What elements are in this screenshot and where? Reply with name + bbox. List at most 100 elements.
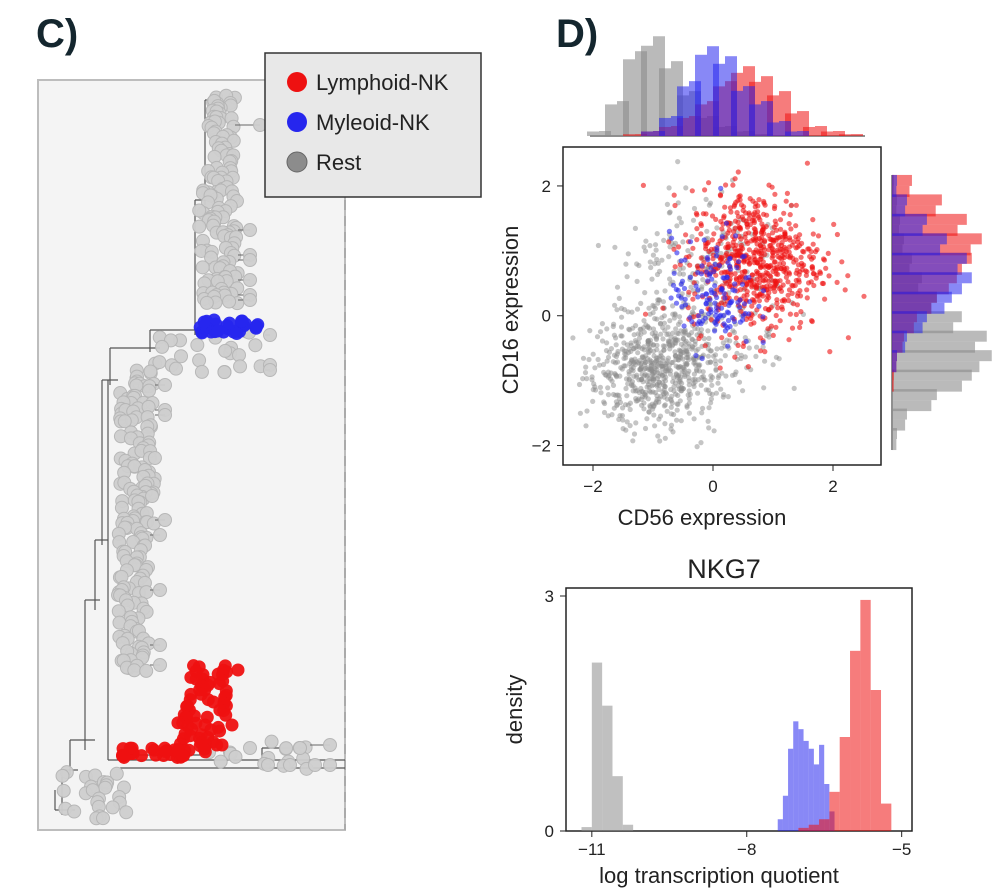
marginal-right-bar bbox=[892, 322, 923, 334]
marginal-right-bar bbox=[892, 350, 992, 362]
marginal-right-bar bbox=[892, 389, 937, 401]
scatter-point-myleoid-nk bbox=[695, 287, 701, 293]
scatter-point-lymphoid-nk bbox=[717, 193, 724, 199]
scatter-point-lymphoid-nk bbox=[719, 335, 725, 341]
scatter-point-rest bbox=[610, 382, 617, 388]
scatter-point-rest bbox=[656, 416, 662, 422]
scatter-point-rest bbox=[618, 324, 625, 330]
scatter-point-rest bbox=[612, 244, 618, 250]
scatter-point-lymphoid-nk bbox=[797, 293, 804, 299]
tree-leaf-rest bbox=[67, 804, 82, 819]
scatter-point-lymphoid-nk bbox=[770, 332, 776, 338]
scatter-point-lymphoid-nk bbox=[747, 256, 753, 263]
scatter-point-lymphoid-nk bbox=[770, 268, 776, 274]
scatter-point-rest bbox=[680, 271, 687, 277]
scatter-point-rest bbox=[602, 372, 608, 378]
scatter-point-rest bbox=[586, 356, 592, 363]
scatter-point-lymphoid-nk bbox=[817, 270, 824, 276]
marginal-right-bar bbox=[892, 380, 962, 392]
scatter-point-myleoid-nk bbox=[689, 319, 695, 325]
scatter-point-rest bbox=[662, 435, 668, 441]
scatter-point-rest bbox=[712, 352, 719, 358]
scatter-point-rest bbox=[677, 348, 683, 354]
scatter-point-rest bbox=[723, 373, 729, 379]
tree-leaf-rest bbox=[283, 758, 297, 772]
scatter-point-rest bbox=[627, 406, 633, 413]
scatter-point-myleoid-nk bbox=[714, 317, 720, 323]
scatter-point-lymphoid-nk bbox=[839, 259, 845, 265]
scatter-point-lymphoid-nk bbox=[783, 274, 790, 280]
scatter-point-lymphoid-nk bbox=[773, 227, 780, 233]
marginal-right-bar bbox=[892, 341, 906, 353]
scatter-point-rest bbox=[613, 372, 619, 378]
scatter-point-lymphoid-nk bbox=[698, 333, 704, 339]
y-axis-label: CD16 expression bbox=[498, 226, 523, 395]
scatter-point-lymphoid-nk bbox=[660, 305, 666, 311]
scatter-point-rest bbox=[686, 396, 692, 402]
scatter-point-lymphoid-nk bbox=[758, 265, 764, 271]
tree-leaf-lymphoid bbox=[231, 663, 245, 677]
marginal-right-bar bbox=[892, 330, 907, 342]
scatter-point-rest bbox=[673, 326, 679, 332]
tree-leaf-rest bbox=[323, 758, 337, 772]
scatter-point-rest bbox=[718, 386, 724, 392]
scatter-point-myleoid-nk bbox=[712, 300, 718, 306]
scatter-point-lymphoid-nk bbox=[820, 280, 827, 287]
scatter-point-lymphoid-nk bbox=[754, 268, 760, 274]
scatter-point-lymphoid-nk bbox=[738, 202, 745, 208]
scatter-point-lymphoid-nk bbox=[787, 311, 794, 317]
scatter-point-rest bbox=[601, 409, 608, 416]
scatter-point-myleoid-nk bbox=[682, 257, 688, 263]
scatter-point-rest bbox=[668, 422, 675, 428]
tree-leaf-rest bbox=[323, 738, 337, 752]
hist-bar-lymphoid-nk bbox=[870, 690, 882, 831]
marginal-right bbox=[891, 174, 992, 451]
scatter-point-myleoid-nk bbox=[713, 253, 720, 259]
marginal-right-bar bbox=[892, 369, 894, 381]
scatter-point-lymphoid-nk bbox=[807, 254, 813, 260]
scatter-point-rest bbox=[654, 231, 660, 237]
scatter-point-myleoid-nk bbox=[760, 314, 766, 320]
hist-bar-myleoid-nk bbox=[813, 764, 820, 831]
scatter-point-lymphoid-nk bbox=[751, 218, 757, 224]
scatter-point-lymphoid-nk bbox=[672, 202, 678, 209]
tree-leaf-rest bbox=[264, 734, 279, 749]
scatter-point-rest bbox=[630, 383, 636, 389]
scatter-point-rest bbox=[576, 381, 583, 388]
marginal-right-bar bbox=[892, 194, 942, 206]
scatter-point-rest bbox=[604, 340, 610, 346]
scatter-point-myleoid-nk bbox=[725, 317, 732, 324]
scatter-point-rest bbox=[671, 388, 677, 394]
scatter-point-rest bbox=[634, 306, 641, 312]
scatter-point-lymphoid-nk bbox=[777, 217, 784, 223]
scatter-point-lymphoid-nk bbox=[693, 210, 700, 216]
scatter-point-lymphoid-nk bbox=[735, 219, 741, 225]
scatter-point-rest bbox=[662, 402, 668, 408]
scatter-point-myleoid-nk bbox=[721, 313, 727, 319]
scatter-point-rest bbox=[662, 421, 668, 427]
tree-leaf-lymphoid bbox=[215, 738, 229, 752]
scatter-point-rest bbox=[665, 324, 671, 330]
scatter-point-rest bbox=[706, 425, 712, 431]
scatter-point-lymphoid-nk bbox=[727, 282, 734, 288]
scatter-point-rest bbox=[627, 423, 633, 429]
scatter-point-rest bbox=[639, 371, 645, 377]
scatter-point-lymphoid-nk bbox=[642, 311, 649, 317]
tree-leaf-rest bbox=[228, 749, 243, 764]
scatter-point-rest bbox=[700, 405, 706, 411]
scatter-point-rest bbox=[709, 382, 715, 388]
scatter-point-lymphoid-nk bbox=[805, 246, 811, 252]
scatter-point-rest bbox=[647, 259, 653, 265]
scatter-point-rest bbox=[660, 299, 667, 305]
tree-leaf-rest bbox=[55, 768, 70, 783]
scatter-point-lymphoid-nk bbox=[798, 319, 804, 326]
scatter-point-rest bbox=[691, 416, 697, 422]
scatter-point-rest bbox=[590, 387, 596, 393]
tree-leaf-lymphoid bbox=[123, 741, 137, 755]
scatter-point-myleoid-nk bbox=[739, 281, 746, 287]
scatter-point-rest bbox=[583, 364, 589, 370]
scatter-point-rest bbox=[653, 358, 659, 364]
scatter-point-myleoid-nk bbox=[760, 339, 766, 346]
marginal-right-bar bbox=[892, 263, 958, 275]
scatter-point-rest bbox=[582, 370, 589, 376]
